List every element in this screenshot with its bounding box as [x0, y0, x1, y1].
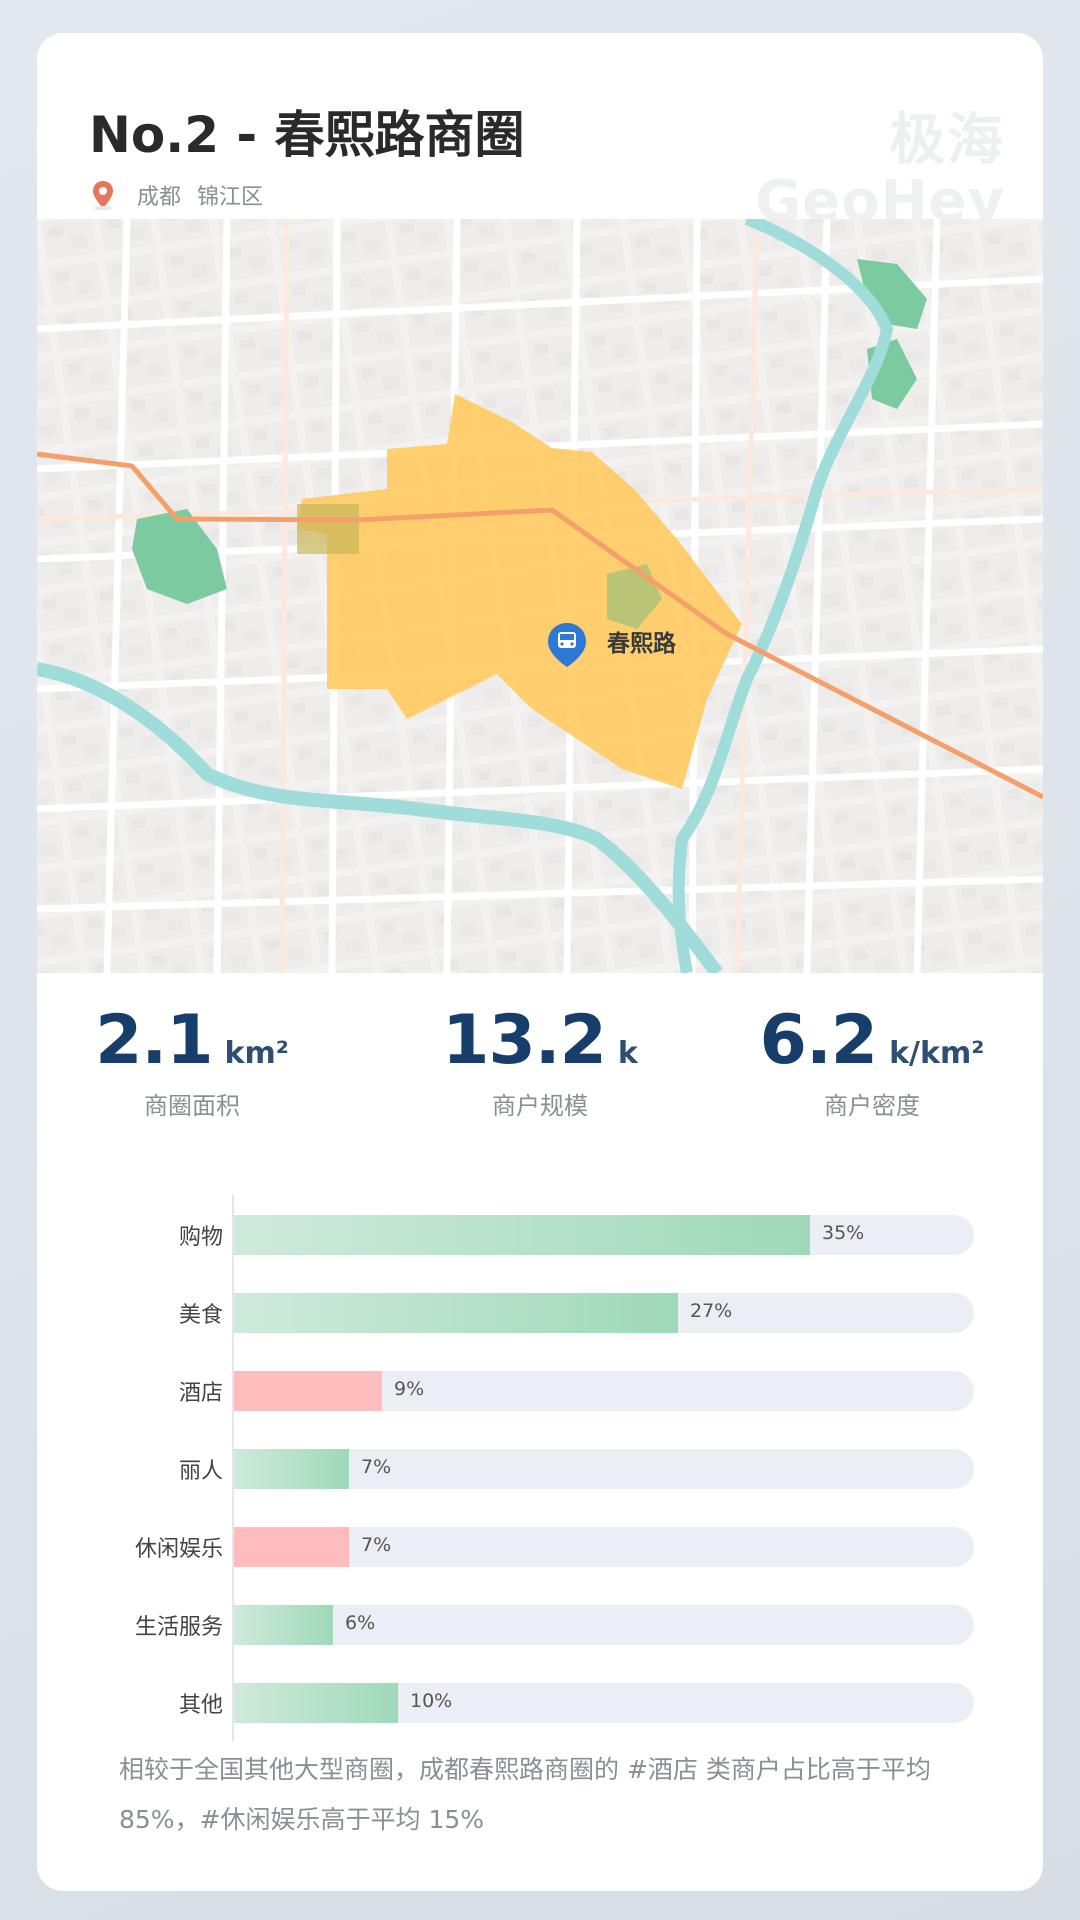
park-northeast	[857, 259, 927, 329]
stat-area-value: 2.1	[95, 1001, 213, 1080]
bar-value-label: 6%	[345, 1612, 376, 1634]
bar-row: 美食 27%	[37, 1293, 1043, 1333]
bar-row: 生活服务 6%	[37, 1605, 1043, 1645]
stat-density-unit: k/km²	[889, 1036, 985, 1071]
map-canvas: 春熙路	[37, 219, 1043, 973]
stat-merchants: 13.2 k 商户规模	[375, 1001, 705, 1121]
bar-category-label: 其他	[178, 1693, 223, 1718]
location-district: 锦江区	[197, 185, 264, 210]
bus-stop-icon[interactable]	[548, 623, 586, 667]
bar-fill	[234, 1683, 398, 1723]
river-south	[37, 662, 723, 973]
bar-value-label: 9%	[394, 1378, 425, 1400]
stat-area-label: 商圈面积	[144, 1092, 240, 1120]
stats-row: 2.1 km² 商圈面积 13.2 k 商户规模 6.2 k/km² 商户密度	[37, 1001, 1043, 1161]
district-area[interactable]	[297, 394, 742, 789]
chart-axis-line	[232, 1195, 234, 1741]
bar-category-label: 生活服务	[134, 1615, 223, 1640]
bar-row: 丽人 7%	[37, 1449, 1043, 1489]
footnote: 相较于全国其他大型商圈，成都春熙路商圈的 #酒店 类商户占比高于平均 85%，#…	[119, 1755, 931, 1834]
bar-value-label: 27%	[690, 1300, 733, 1322]
river-east	[672, 219, 894, 973]
stat-density-label: 商户密度	[824, 1092, 920, 1120]
bar-category-label: 美食	[178, 1303, 223, 1328]
bar-value-label: 35%	[822, 1222, 865, 1244]
park-west	[132, 509, 227, 604]
stat-density: 6.2 k/km² 商户密度	[707, 1001, 1037, 1121]
location-pin-icon	[93, 181, 113, 210]
bar-fill	[234, 1371, 382, 1411]
bar-category-label: 购物	[178, 1225, 223, 1250]
metro-line	[37, 451, 1043, 800]
bar-fill	[234, 1293, 678, 1333]
stat-merchants-label: 商户规模	[492, 1092, 588, 1120]
bar-fill	[234, 1605, 333, 1645]
bar-category-label: 休闲娱乐	[134, 1537, 223, 1562]
stat-area: 2.1 km² 商圈面积	[37, 1001, 357, 1121]
bar-fill	[234, 1527, 349, 1567]
card-header: No.2 - 春熙路商圈 成都 锦江区 极海 GeoHey	[37, 33, 1043, 234]
bar-track: 27%	[234, 1293, 974, 1333]
district-park-patch	[297, 504, 359, 554]
bar-row: 休闲娱乐 7%	[37, 1527, 1043, 1567]
district-map[interactable]: 春熙路	[37, 219, 1043, 973]
bar-track: 6%	[234, 1605, 974, 1645]
bar-track: 7%	[234, 1449, 974, 1489]
bar-row: 酒店 9%	[37, 1371, 1043, 1411]
stat-density-value: 6.2	[759, 1001, 878, 1080]
business-district-card: No.2 - 春熙路商圈 成都 锦江区 极海 GeoHey	[37, 33, 1043, 1891]
stat-merchants-value: 13.2	[442, 1001, 607, 1080]
bar-track: 7%	[234, 1527, 974, 1567]
location-city: 成都	[137, 185, 182, 210]
bar-track: 9%	[234, 1371, 974, 1411]
location-row: 成都 锦江区	[91, 179, 279, 211]
bar-category-label: 丽人	[178, 1459, 223, 1484]
brand-watermark-cn: 极海	[889, 107, 1005, 173]
page-title: No.2 - 春熙路商圈	[89, 106, 525, 164]
bar-track: 35%	[234, 1215, 974, 1255]
bar-fill	[234, 1449, 349, 1489]
bar-track: 10%	[234, 1683, 974, 1723]
bar-row: 购物 35%	[37, 1215, 1043, 1255]
poi-label: 春熙路	[606, 630, 677, 657]
stat-area-unit: km²	[224, 1036, 289, 1071]
bar-value-label: 10%	[410, 1690, 453, 1712]
category-bar-chart: 购物 35% 美食 27% 酒店 9% 丽人 7% 休闲娱乐 7% 生活服务 6% 其他 10%	[37, 1183, 1043, 1743]
stat-merchants-unit: k	[617, 1036, 638, 1071]
bar-fill	[234, 1215, 810, 1255]
bar-category-label: 酒店	[178, 1381, 223, 1406]
bar-row: 其他 10%	[37, 1683, 1043, 1723]
bar-value-label: 7%	[361, 1456, 392, 1478]
bar-value-label: 7%	[361, 1534, 392, 1556]
